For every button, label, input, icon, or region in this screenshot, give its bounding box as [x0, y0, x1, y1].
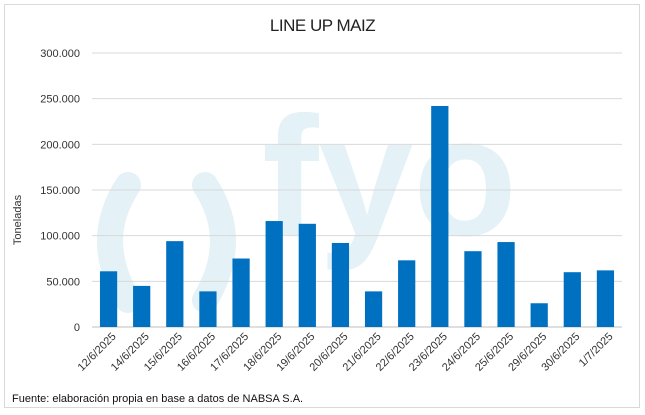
x-tick-label: 1/7/2025 — [577, 331, 616, 370]
bar — [596, 270, 615, 327]
bar — [497, 242, 515, 327]
y-tick-label: 50.000 — [46, 276, 80, 288]
bars — [99, 105, 615, 328]
bar — [364, 291, 383, 327]
y-tick-label: 150.000 — [40, 185, 80, 197]
bar — [398, 260, 416, 327]
x-tick-labels: 12/6/202514/6/202515/6/202516/6/202517/6… — [76, 331, 616, 374]
bar — [464, 251, 482, 327]
bar — [265, 221, 283, 327]
y-tick-label: 100.000 — [40, 231, 80, 243]
bar — [298, 223, 316, 327]
bar — [431, 105, 449, 328]
y-tick-label: 200.000 — [40, 139, 80, 151]
bar — [530, 303, 548, 327]
bar — [331, 242, 350, 327]
bar — [133, 285, 151, 327]
bar — [563, 272, 581, 327]
y-tick-label: 250.000 — [40, 94, 80, 106]
chart-title: LINE UP MAIZ — [269, 16, 376, 35]
bar — [199, 291, 217, 327]
y-tick-label: 0 — [74, 322, 80, 334]
bar — [166, 241, 184, 327]
bar — [99, 271, 118, 327]
y-tick-label: 300.000 — [40, 48, 80, 60]
y-tick-labels: 0 50.000 100.000 150.000 200.000 250.000 300.0… — [40, 48, 80, 334]
bar — [232, 258, 250, 327]
source-note: Fuente: elaboración propia en base a dat… — [12, 393, 304, 405]
